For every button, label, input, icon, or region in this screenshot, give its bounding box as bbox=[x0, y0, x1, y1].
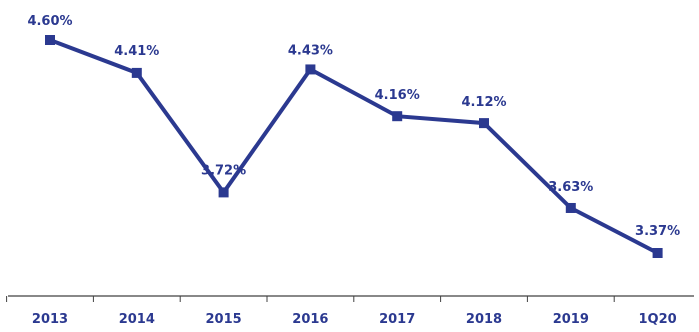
data-label-layer: 4.60% 4.41% 3.72% 4.43% 4.16% 4.12% 3.63% 3.37% bbox=[27, 14, 680, 239]
data-point-marker bbox=[45, 35, 55, 45]
x-tick-label-layer: 2013 2014 2015 2016 2017 2018 2019 1Q20 bbox=[32, 312, 677, 327]
data-label: 4.60% bbox=[27, 14, 72, 29]
x-tick-label: 1Q20 bbox=[639, 312, 677, 327]
data-point-marker bbox=[652, 248, 663, 258]
data-point-marker bbox=[131, 67, 142, 78]
x-axis bbox=[6, 295, 694, 302]
series-line bbox=[49, 38, 659, 255]
data-point-marker bbox=[565, 202, 576, 213]
data-point-marker bbox=[305, 64, 316, 75]
x-tick-label: 2016 bbox=[292, 312, 328, 327]
data-label: 4.43% bbox=[288, 43, 333, 58]
data-label: 4.16% bbox=[375, 88, 420, 103]
data-label: 4.41% bbox=[114, 44, 159, 59]
x-tick-label: 2017 bbox=[379, 312, 415, 327]
x-tick-label: 2015 bbox=[206, 312, 242, 327]
x-tick-label: 2019 bbox=[553, 312, 589, 327]
data-label: 3.63% bbox=[548, 180, 593, 195]
x-tick-label: 2013 bbox=[32, 312, 68, 327]
series-line-layer bbox=[49, 38, 659, 255]
x-tick-label: 2014 bbox=[119, 312, 155, 327]
data-point-layer bbox=[45, 35, 663, 258]
data-point-marker bbox=[218, 187, 229, 198]
data-point-marker bbox=[479, 118, 489, 129]
x-tick-label: 2018 bbox=[466, 312, 502, 327]
data-label: 4.12% bbox=[461, 95, 506, 110]
data-label: 3.72% bbox=[201, 163, 246, 178]
data-point-marker bbox=[392, 111, 403, 122]
data-label: 3.37% bbox=[635, 224, 680, 239]
